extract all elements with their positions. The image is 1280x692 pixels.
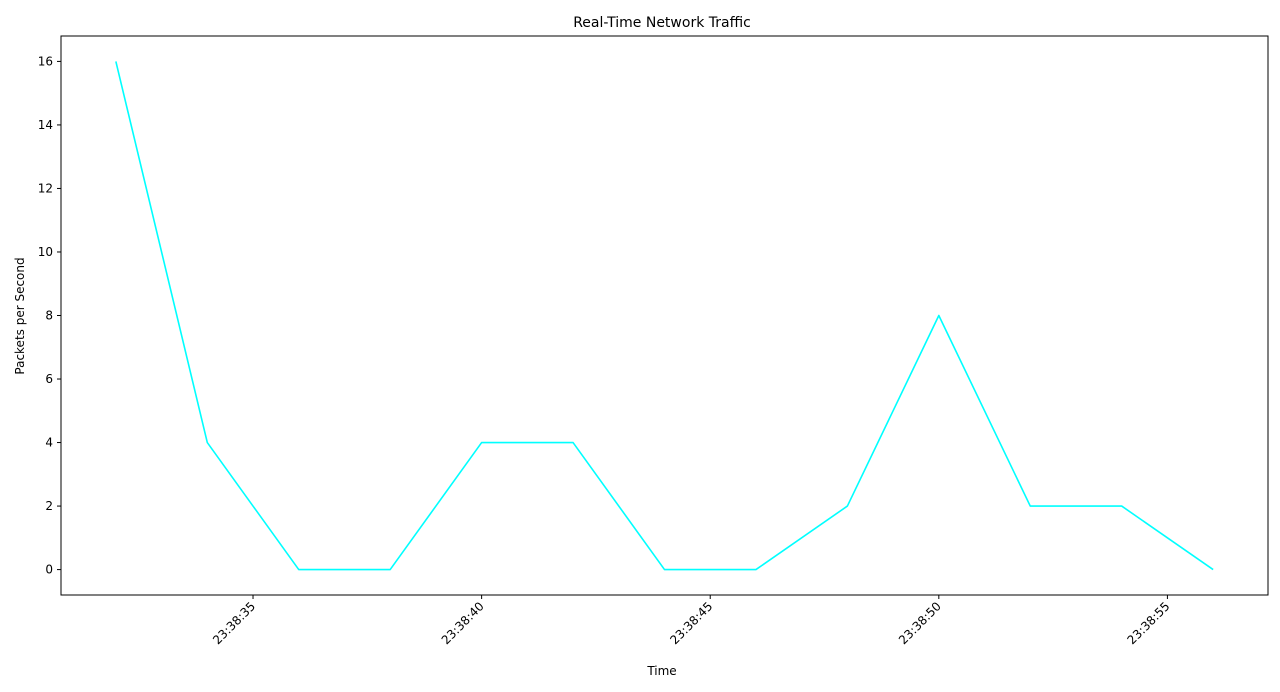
y-tick-label: 16 [38,54,53,68]
series-line-0 [115,61,1214,571]
x-tick-label: 23:38:50 [896,599,944,647]
y-tick-label: 10 [38,245,53,259]
x-tick-label: 23:38:35 [210,599,258,647]
y-tick-label: 4 [45,436,53,450]
y-axis-label: Packets per Second [13,257,27,374]
y-tick-label: 2 [45,499,53,513]
x-tick-label: 23:38:40 [439,599,487,647]
y-tick-label: 14 [38,118,53,132]
y-tick-label: 12 [38,181,53,195]
y-axis-ticks: 0 2 4 6 8 10 12 14 16 [38,54,61,577]
x-axis-ticks: 23:38:35 23:38:40 23:38:45 23:38:50 23:38:55 [210,595,1173,647]
plot-area-frame [60,35,1269,596]
y-tick-label: 8 [45,309,53,323]
x-axis-label: Time [646,664,676,678]
y-tick-label: 0 [45,563,53,577]
x-tick-label: 23:38:45 [667,599,715,647]
x-tick-label: 23:38:55 [1125,599,1173,647]
y-tick-label: 6 [45,372,53,386]
chart-title: Real-Time Network Traffic [573,15,751,31]
series-group [115,61,1214,571]
